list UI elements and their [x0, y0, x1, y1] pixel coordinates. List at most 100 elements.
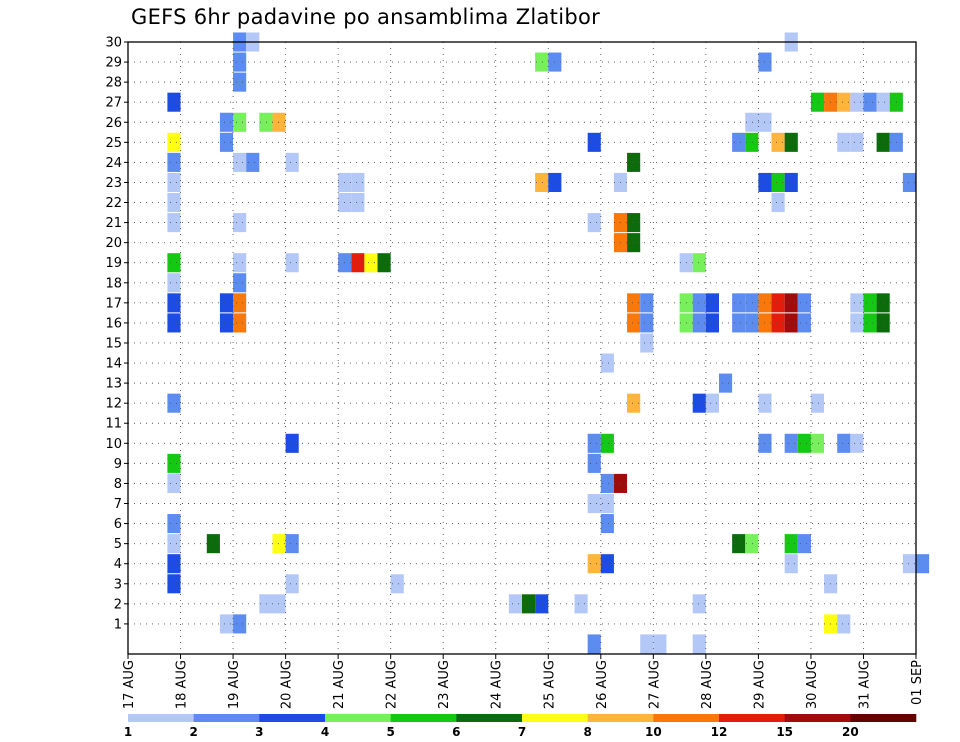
heatmap-cell: [167, 273, 181, 293]
heatmap-cell: [732, 132, 746, 152]
plot-frame: [127, 41, 917, 655]
heatmap-cell: [167, 393, 181, 413]
y-tick-label: 24: [105, 156, 122, 171]
heatmap-cell: [167, 313, 181, 333]
heatmap-cell: [784, 313, 798, 333]
heatmap-cell: [233, 152, 247, 172]
legend-swatch: [193, 714, 260, 722]
heatmap-cell: [535, 52, 549, 72]
x-tick-label: 22 AUG: [385, 660, 400, 709]
heatmap-cell: [390, 574, 404, 594]
heatmap-cell: [167, 534, 181, 554]
heatmap-cell: [837, 132, 851, 152]
y-tick-label: 20: [105, 236, 122, 251]
heatmap-cell: [784, 554, 798, 574]
heatmap-cell: [272, 594, 286, 614]
legend-swatch: [259, 714, 326, 722]
legend-swatch: [128, 714, 194, 722]
heatmap-cell: [233, 112, 247, 132]
heatmap-cell: [233, 273, 247, 293]
heatmap-cell: [167, 574, 181, 594]
heatmap-cell: [167, 172, 181, 192]
legend-swatch: [456, 714, 523, 722]
heatmap-cell: [167, 453, 181, 473]
heatmap-cell: [600, 554, 614, 574]
heatmap-cell: [219, 293, 234, 313]
heatmap-cell: [692, 594, 706, 614]
heatmap-cell: [784, 534, 798, 554]
heatmap-cell: [692, 634, 706, 654]
heatmap-cell: [837, 433, 851, 453]
heatmap-cell: [167, 132, 181, 152]
legend-label: 8: [583, 725, 591, 739]
y-tick-label: 15: [105, 336, 122, 351]
heatmap-cell: [771, 172, 785, 192]
heatmap-cell: [876, 92, 890, 112]
heatmap-cell: [902, 554, 916, 574]
heatmap-cell: [640, 634, 654, 654]
x-tick-label: 01 SEP: [910, 660, 925, 705]
y-tick-label: 5: [114, 537, 122, 552]
heatmap-cell: [784, 132, 798, 152]
heatmap-cell: [587, 132, 601, 152]
x-tick-label: 23 AUG: [437, 660, 452, 709]
heatmap-cell: [522, 594, 536, 614]
x-tick-label: 30 AUG: [805, 660, 820, 709]
heatmap-cell: [850, 132, 864, 152]
heatmap-cell: [876, 132, 890, 152]
heatmap-cell: [810, 433, 825, 453]
x-axis: 17 AUG 18 AUG 19 AUG 20 AUG 21 AUG 22 AUG 23 A…: [122, 654, 925, 709]
legend-swatch: [390, 714, 457, 722]
heatmap-cell: [167, 473, 181, 493]
legend-label: 3: [255, 725, 263, 739]
heatmap-cell: [233, 52, 247, 72]
heatmap-cell: [732, 293, 746, 313]
x-tick-label: 17 AUG: [122, 660, 137, 709]
heatmap-cell: [784, 433, 798, 453]
legend-label: 10: [645, 725, 662, 739]
heatmap-cell: [745, 293, 759, 313]
legend-swatch: [850, 714, 917, 722]
chart-title: GEFS 6hr padavine po ansamblima Zlatibor: [131, 5, 601, 29]
heatmap-cell: [233, 213, 247, 233]
heatmap-cell: [850, 92, 864, 112]
heatmap-cell: [745, 534, 759, 554]
y-tick-label: 11: [105, 417, 122, 432]
y-tick-label: 23: [105, 176, 122, 191]
y-tick-label: 30: [105, 36, 122, 51]
heatmap-cell: [219, 614, 234, 634]
legend-label: 1: [124, 725, 132, 739]
x-tick-label: 25 AUG: [542, 660, 557, 709]
legend-label: 12: [711, 725, 728, 739]
legend-swatch: [325, 714, 391, 722]
heatmap-cell: [627, 313, 641, 333]
heatmap-cell: [233, 614, 247, 634]
heatmap-cell: [219, 313, 234, 333]
legend-label: 7: [518, 725, 526, 739]
heatmap-cell: [167, 514, 181, 534]
heatmap-cell: [285, 253, 299, 273]
y-tick-label: 26: [105, 116, 122, 131]
heatmap-cell: [640, 313, 654, 333]
heatmap-cell: [640, 293, 654, 313]
heatmap-cell: [167, 152, 181, 172]
legend-label: 15: [776, 725, 793, 739]
x-tick-label: 29 AUG: [752, 660, 767, 709]
heatmap-cell: [692, 253, 706, 273]
cells-layer: [167, 32, 930, 654]
heatmap-cell: [587, 213, 601, 233]
heatmap-cell: [745, 112, 759, 132]
legend-swatch: [522, 714, 588, 722]
heatmap-cell: [863, 293, 877, 313]
heatmap-cell: [692, 293, 706, 313]
heatmap-cell: [916, 554, 930, 574]
heatmap-cell: [285, 574, 299, 594]
heatmap-cell: [285, 433, 299, 453]
heatmap-cell: [259, 112, 273, 132]
heatmap-cell: [771, 192, 785, 213]
heatmap-cell: [797, 433, 811, 453]
legend-label: 5: [386, 725, 394, 739]
heatmap-cell: [600, 514, 614, 534]
heatmap-cell: [810, 393, 825, 413]
